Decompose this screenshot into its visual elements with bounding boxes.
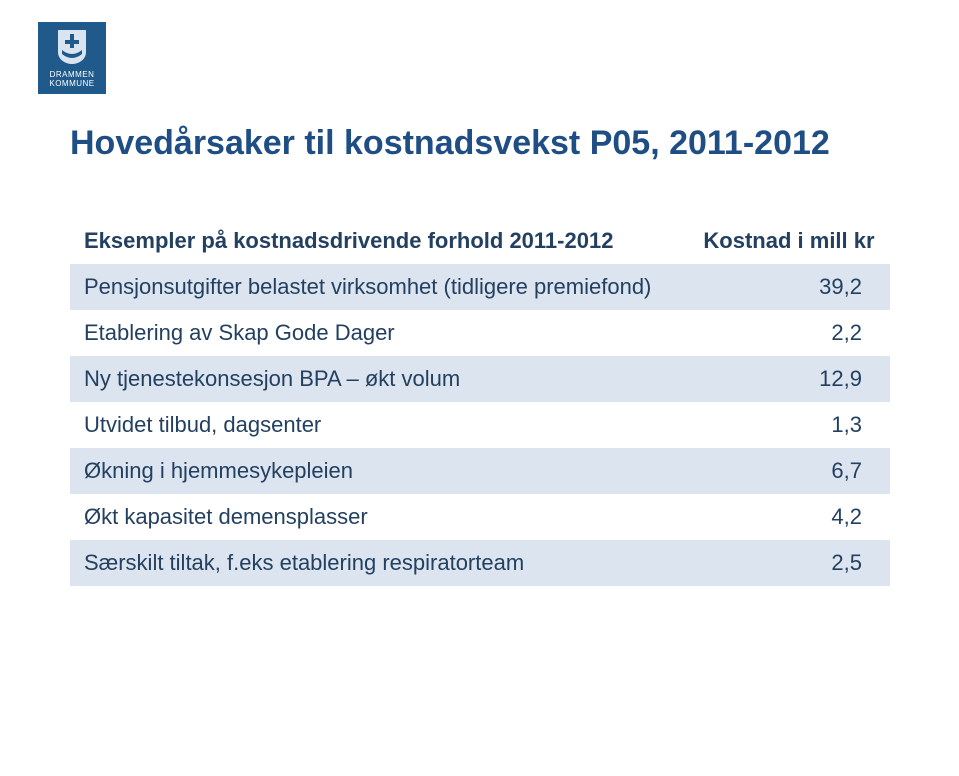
table-row: Økning i hjemmesykepleien 6,7 [70,448,890,494]
table-row: Utvidet tilbud, dagsenter 1,3 [70,402,890,448]
shield-icon [56,28,88,66]
table-header-row: Eksempler på kostnadsdrivende forhold 20… [70,218,890,264]
table-row: Særskilt tiltak, f.eks etablering respir… [70,540,890,586]
header-label: Eksempler på kostnadsdrivende forhold 20… [70,218,688,264]
slide: DRAMMEN KOMMUNE Hovedårsaker til kostnad… [0,0,959,776]
header-value: Kostnad i mill kr [688,218,890,264]
row-value: 39,2 [688,264,890,310]
row-value: 12,9 [688,356,890,402]
row-value: 6,7 [688,448,890,494]
row-label: Etablering av Skap Gode Dager [70,310,688,356]
row-label: Utvidet tilbud, dagsenter [70,402,688,448]
row-label: Ny tjenestekonsesjon BPA – økt volum [70,356,688,402]
row-label: Særskilt tiltak, f.eks etablering respir… [70,540,688,586]
table-row: Ny tjenestekonsesjon BPA – økt volum 12,… [70,356,890,402]
municipality-logo: DRAMMEN KOMMUNE [38,22,106,94]
row-value: 2,2 [688,310,890,356]
row-label: Pensjonsutgifter belastet virksomhet (ti… [70,264,688,310]
row-label: Økning i hjemmesykepleien [70,448,688,494]
table-row: Etablering av Skap Gode Dager 2,2 [70,310,890,356]
row-value: 4,2 [688,494,890,540]
cost-table: Eksempler på kostnadsdrivende forhold 20… [70,218,890,586]
logo-text: DRAMMEN KOMMUNE [49,70,94,88]
row-label: Økt kapasitet demensplasser [70,494,688,540]
table-row: Økt kapasitet demensplasser 4,2 [70,494,890,540]
row-value: 1,3 [688,402,890,448]
row-value: 2,5 [688,540,890,586]
table-row: Pensjonsutgifter belastet virksomhet (ti… [70,264,890,310]
logo-line1: DRAMMEN [50,70,95,79]
logo-line2: KOMMUNE [49,79,94,88]
page-title: Hovedårsaker til kostnadsvekst P05, 2011… [70,124,889,163]
